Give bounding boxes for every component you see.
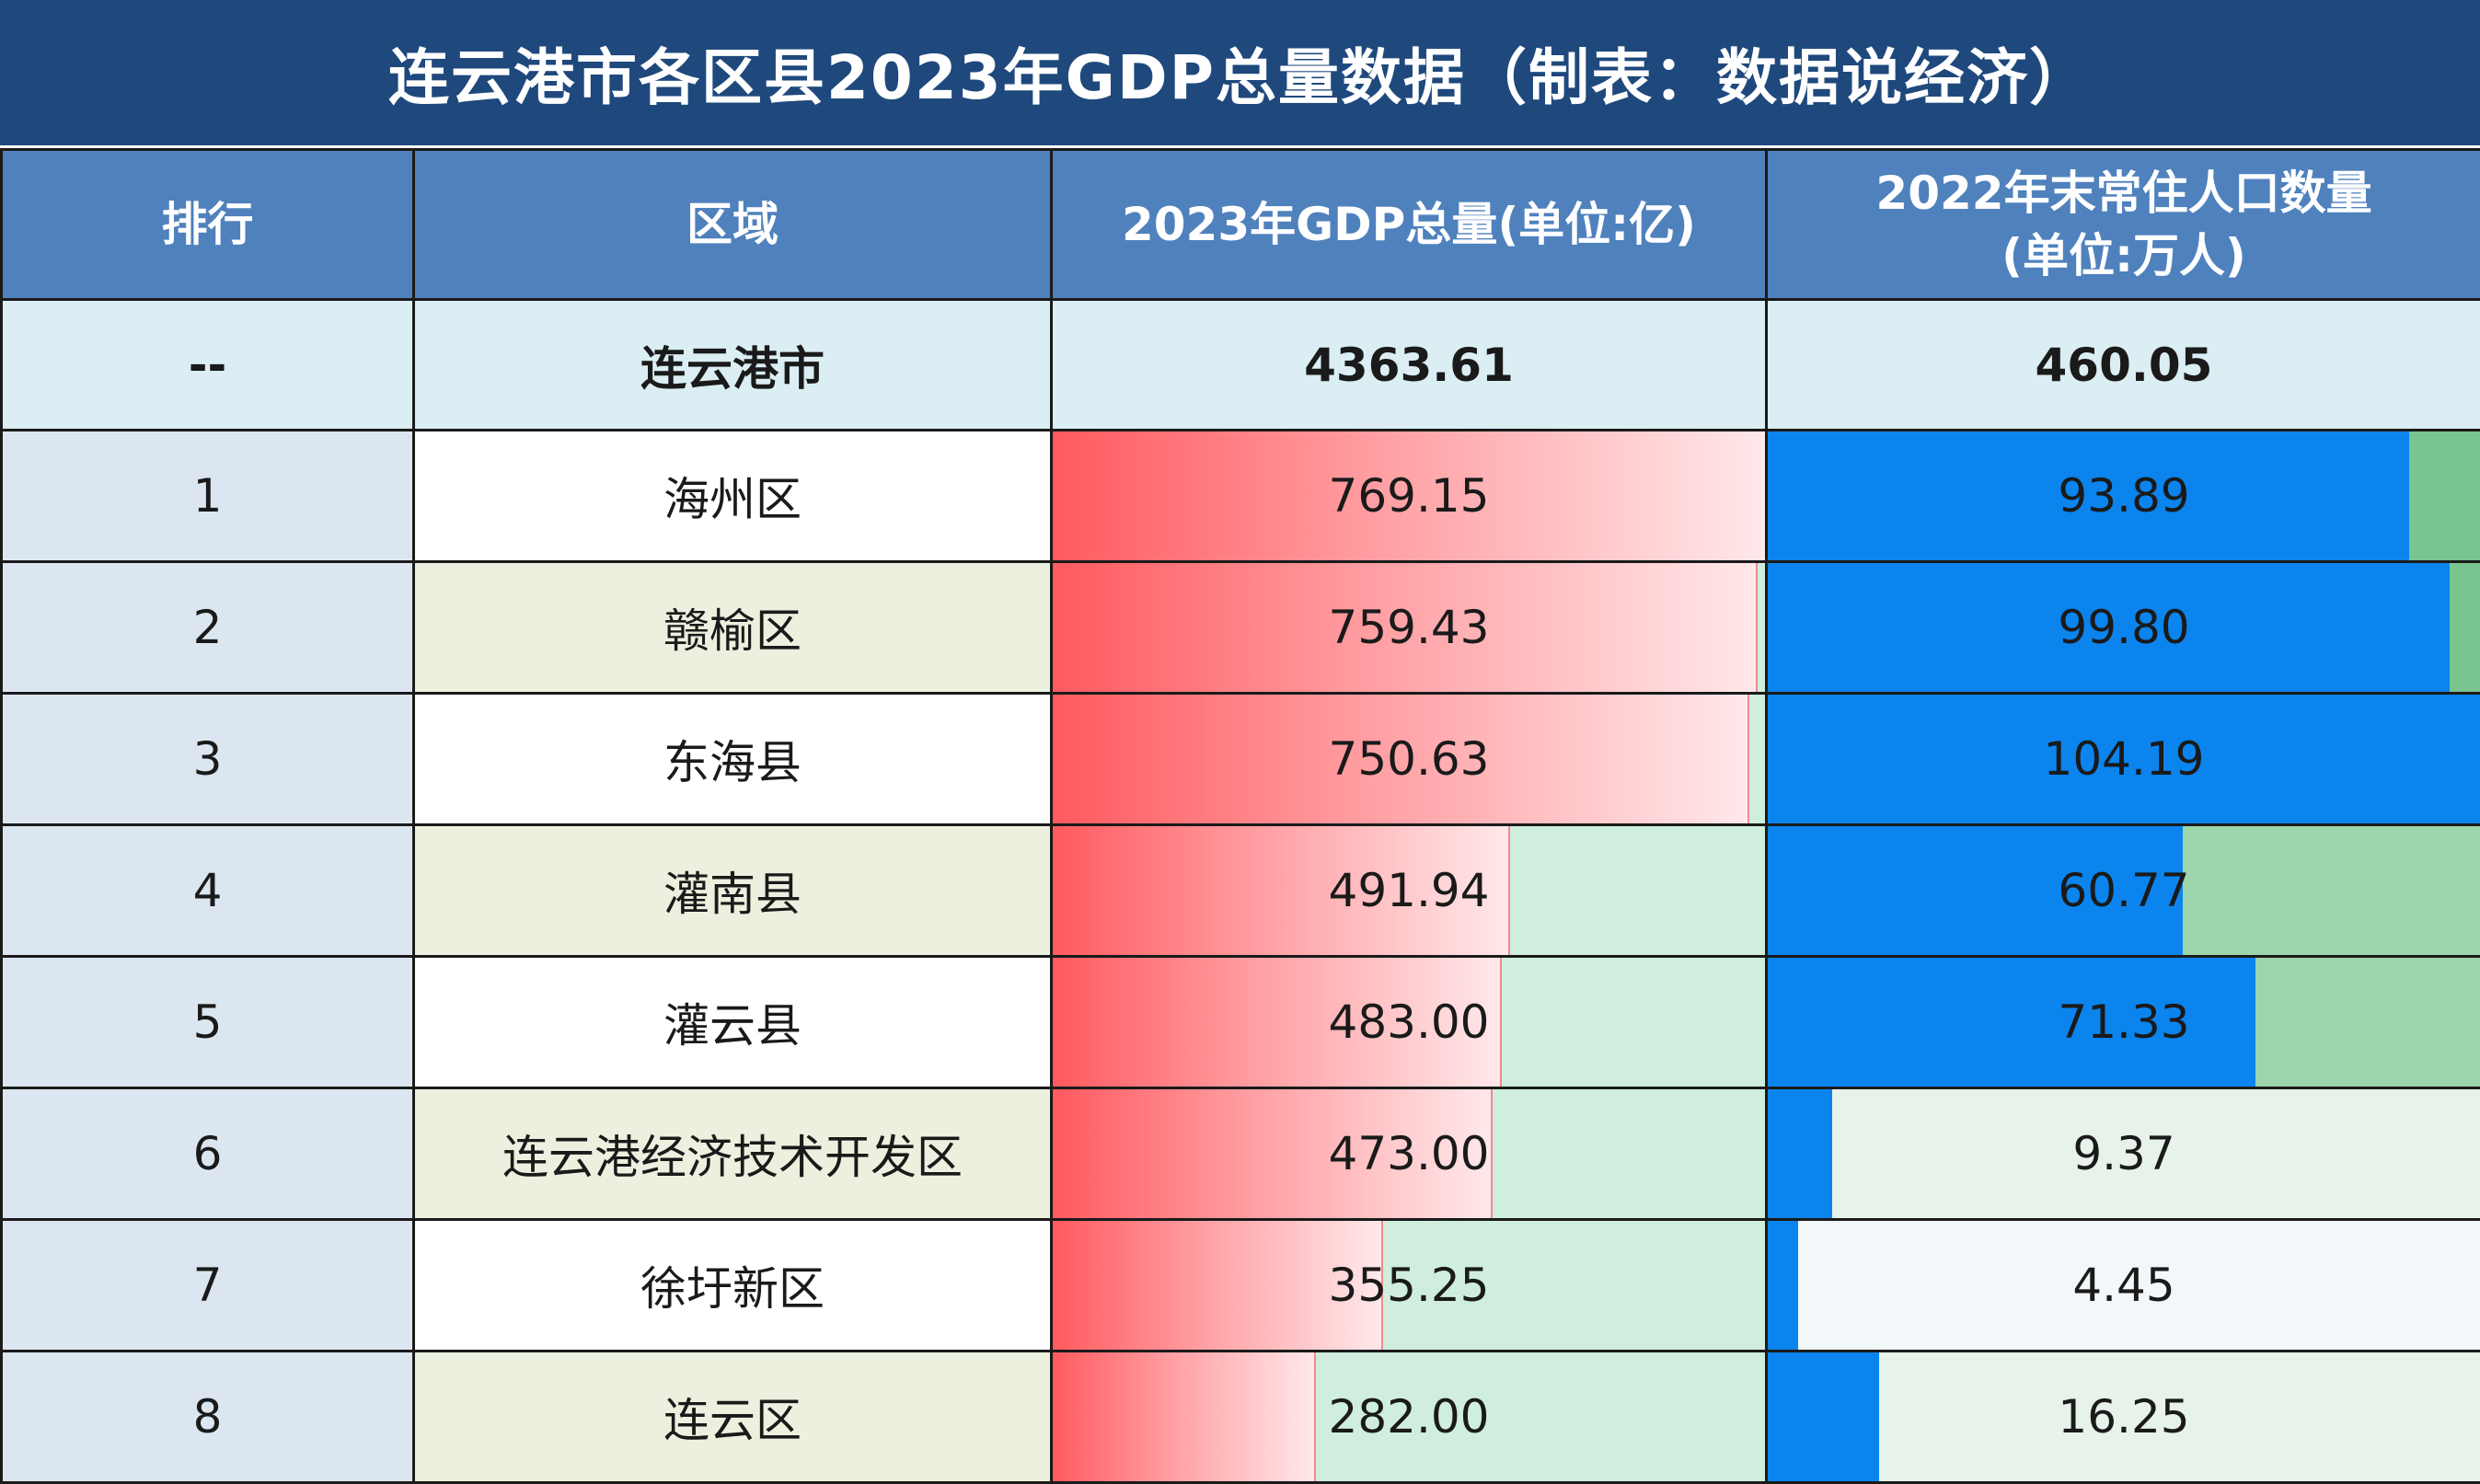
area-cell: 徐圩新区 (414, 1220, 1052, 1352)
area-cell: 海州区 (414, 431, 1052, 562)
header-row: 排行 区域 2023年GDP总量(单位:亿) 2022年末常住人口数量 (单位:… (2, 150, 2480, 300)
area-cell: 灌南县 (414, 825, 1052, 957)
area-cell: 连云港经济技术开发区 (414, 1088, 1052, 1220)
area-cell: 赣榆区 (414, 562, 1052, 694)
population-value-label: 71.33 (2058, 995, 2189, 1049)
population-value-label: 104.19 (2044, 732, 2205, 786)
gdp-value-label: 473.00 (1329, 1127, 1490, 1180)
population-value-label: 93.89 (2058, 469, 2189, 523)
population-cell: 93.89 (1767, 431, 2480, 562)
population-value-label: 16.25 (2058, 1390, 2189, 1444)
gdp-cell: 750.63 (1052, 694, 1767, 825)
population-cell: 104.19 (1767, 694, 2480, 825)
header-gdp: 2023年GDP总量(单位:亿) (1052, 150, 1767, 300)
population-value-label: 99.80 (2058, 601, 2189, 654)
rank-cell: 1 (2, 431, 414, 562)
rank-cell: 8 (2, 1352, 414, 1483)
area-cell: 连云区 (414, 1352, 1052, 1483)
total-area: 连云港市 (414, 300, 1052, 431)
gdp-table: 排行 区域 2023年GDP总量(单位:亿) 2022年末常住人口数量 (单位:… (0, 148, 2480, 1484)
rank-cell: 3 (2, 694, 414, 825)
header-population: 2022年末常住人口数量 (单位:万人) (1767, 150, 2480, 300)
gdp-cell: 355.25 (1052, 1220, 1767, 1352)
rank-cell: 2 (2, 562, 414, 694)
gdp-bar (1053, 1352, 1316, 1481)
rank-cell: 5 (2, 957, 414, 1088)
population-cell: 71.33 (1767, 957, 2480, 1088)
total-row: -- 连云港市 4363.61 460.05 (2, 300, 2480, 431)
gdp-value-label: 282.00 (1329, 1390, 1490, 1444)
rank-cell: 7 (2, 1220, 414, 1352)
rank-cell: 4 (2, 825, 414, 957)
population-value-label: 9.37 (2072, 1127, 2174, 1180)
rank-cell: 6 (2, 1088, 414, 1220)
gdp-cell: 759.43 (1052, 562, 1767, 694)
population-value-label: 60.77 (2058, 864, 2189, 917)
gdp-value-label: 483.00 (1329, 995, 1490, 1049)
gdp-value-label: 759.43 (1329, 601, 1490, 654)
gdp-value-label: 750.63 (1329, 732, 1490, 786)
header-rank: 排行 (2, 150, 414, 300)
header-area: 区域 (414, 150, 1052, 300)
header-population-line2: (单位:万人) (1768, 224, 2480, 287)
gdp-cell: 491.94 (1052, 825, 1767, 957)
total-gdp: 4363.61 (1052, 300, 1767, 431)
header-population-line1: 2022年末常住人口数量 (1768, 162, 2480, 224)
population-bar (1768, 1221, 1798, 1350)
population-bar (1768, 1352, 1879, 1481)
population-cell: 4.45 (1767, 1220, 2480, 1352)
total-rank: -- (2, 300, 414, 431)
population-cell: 16.25 (1767, 1352, 2480, 1483)
population-cell: 99.80 (1767, 562, 2480, 694)
population-cell: 9.37 (1767, 1088, 2480, 1220)
population-value-label: 4.45 (2072, 1259, 2174, 1312)
table-title: 连云港市各区县2023年GDP总量数据（制表：数据说经济） (0, 0, 2480, 148)
gdp-cell: 483.00 (1052, 957, 1767, 1088)
area-cell: 东海县 (414, 694, 1052, 825)
population-bar (1768, 1089, 1832, 1218)
gdp-cell: 769.15 (1052, 431, 1767, 562)
gdp-value-label: 355.25 (1329, 1259, 1490, 1312)
gdp-cell: 473.00 (1052, 1088, 1767, 1220)
area-cell: 灌云县 (414, 957, 1052, 1088)
population-cell: 60.77 (1767, 825, 2480, 957)
total-population: 460.05 (1767, 300, 2480, 431)
gdp-value-label: 769.15 (1329, 469, 1490, 523)
gdp-value-label: 491.94 (1329, 864, 1490, 917)
gdp-cell: 282.00 (1052, 1352, 1767, 1483)
